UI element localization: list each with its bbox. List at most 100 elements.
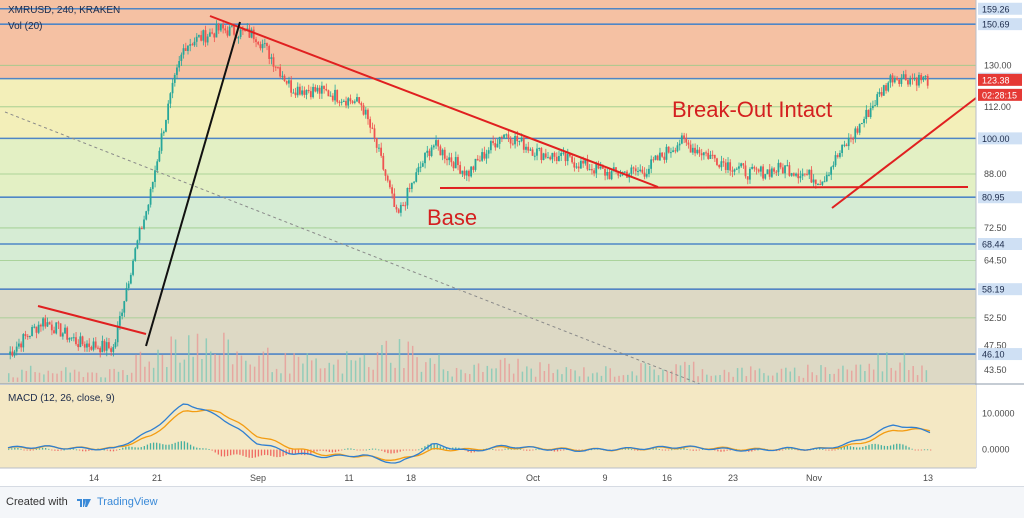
volume-bar	[561, 374, 563, 382]
candle-body	[320, 85, 323, 94]
volume-bar	[293, 353, 295, 382]
volume-bar	[517, 358, 519, 382]
candle-body	[650, 159, 653, 169]
volume-bar	[43, 374, 45, 382]
trendline-breakout	[831, 97, 977, 209]
candle-body	[70, 337, 73, 339]
chart-svg[interactable]: Break-Out Intact Base XMRUSD, 240, KRAKE…	[0, 0, 1024, 486]
candle-body	[790, 173, 793, 176]
candle-body	[391, 187, 393, 194]
macd-hist-bar	[658, 449, 660, 450]
candle-body	[531, 149, 534, 156]
candle-body	[79, 336, 82, 348]
candle-body	[388, 180, 391, 188]
macd-hist-bar	[174, 442, 176, 450]
macd-hist-bar	[455, 447, 457, 450]
candle-body	[913, 77, 916, 80]
macd-pane[interactable]: MACD (12, 26, close, 9) 10.0000 0.0000	[0, 385, 1024, 468]
macd-hist-bar	[902, 444, 904, 450]
candle-body	[206, 36, 209, 43]
volume-bar	[605, 366, 607, 382]
price-label-box	[978, 348, 1022, 361]
macd-hist-bar	[637, 449, 639, 451]
candle-body	[619, 175, 622, 177]
candle-body	[35, 326, 38, 333]
candle-body	[107, 342, 110, 349]
volume-bar	[407, 341, 410, 382]
macd-hist-bar	[186, 442, 189, 450]
volume-bar	[398, 339, 401, 382]
price-scale[interactable]: 130.00 112.00 100.00 88.00 80.95 72.50 64.50 58…	[975, 0, 1024, 468]
macd-hist-bar	[495, 449, 497, 451]
candle-body	[367, 109, 369, 120]
price-pane[interactable]: Break-Out Intact Base XMRUSD, 240, KRAKE…	[0, 0, 977, 385]
candle-body	[132, 260, 134, 275]
volume-bar	[60, 370, 63, 382]
candle-body	[773, 168, 775, 172]
volume-bar	[908, 369, 910, 382]
candle-body	[303, 90, 306, 95]
macd-scale-bg	[977, 385, 1024, 468]
candle-body	[724, 162, 727, 170]
time-tick-label: 9	[602, 473, 607, 483]
volume-bar	[688, 364, 691, 382]
volume-bar	[306, 353, 309, 382]
candle-body	[836, 155, 839, 157]
macd-hist-bar	[109, 449, 112, 452]
macd-hist-bar	[140, 447, 142, 450]
macd-hist-bar	[276, 449, 278, 458]
candle-body	[667, 146, 670, 153]
candle-body	[481, 152, 483, 161]
candle-body	[222, 24, 224, 29]
macd-hist-bar	[270, 449, 272, 456]
candle-body	[597, 163, 600, 169]
price-tick-label: 88.00	[984, 169, 1007, 179]
price-label-text: 123.38	[982, 75, 1010, 85]
candle-body	[786, 165, 789, 167]
macd-hist-bar	[48, 448, 50, 450]
candle-body	[768, 169, 771, 177]
candle-body	[457, 157, 459, 166]
annotation-breakout: Break-Out Intact	[672, 97, 832, 122]
candle-body	[127, 283, 130, 289]
macd-hist-bar	[162, 444, 164, 450]
time-axis[interactable]: 14 21 Sep 11 18 Oct 9 16 23 Nov 13	[0, 467, 1024, 486]
footer-brand-link[interactable]: TradingView	[97, 496, 158, 508]
volume-bar	[622, 375, 625, 382]
candle-body	[101, 340, 104, 353]
candle-body	[118, 316, 121, 326]
candle-body	[338, 101, 341, 103]
macd-hist-bar	[556, 449, 559, 452]
candle-body	[415, 172, 418, 182]
volume-bar	[653, 369, 655, 382]
candle-body	[224, 28, 227, 31]
volume-bar	[469, 374, 471, 382]
candle-body	[612, 167, 615, 171]
volume-bar	[341, 373, 344, 382]
candle-body	[874, 105, 876, 107]
candle-body	[863, 119, 865, 123]
candle-body	[402, 204, 404, 206]
trendline-rally	[145, 21, 241, 347]
macd-hist-bar	[892, 444, 895, 450]
volume-bar	[890, 367, 892, 382]
macd-hist-bar	[137, 447, 139, 450]
candle-body	[547, 157, 549, 159]
macd-hist-bar	[29, 449, 31, 451]
candle-body	[461, 170, 464, 174]
volume-bar	[679, 365, 682, 382]
candle-body	[797, 173, 800, 179]
candle-body	[437, 140, 440, 147]
volume-bar	[420, 371, 423, 382]
candle-body	[817, 184, 819, 186]
volume-bar	[236, 351, 238, 382]
macd-hist-bar	[291, 449, 293, 454]
candle-body	[505, 134, 508, 136]
volume-bar	[811, 372, 813, 382]
volume-bar	[701, 369, 704, 382]
volume-bar	[130, 372, 133, 382]
macd-hist-bar	[374, 448, 377, 450]
macd-hist-bar	[470, 449, 472, 453]
time-tick-label: 16	[662, 473, 672, 483]
macd-hist-bar	[199, 448, 201, 450]
